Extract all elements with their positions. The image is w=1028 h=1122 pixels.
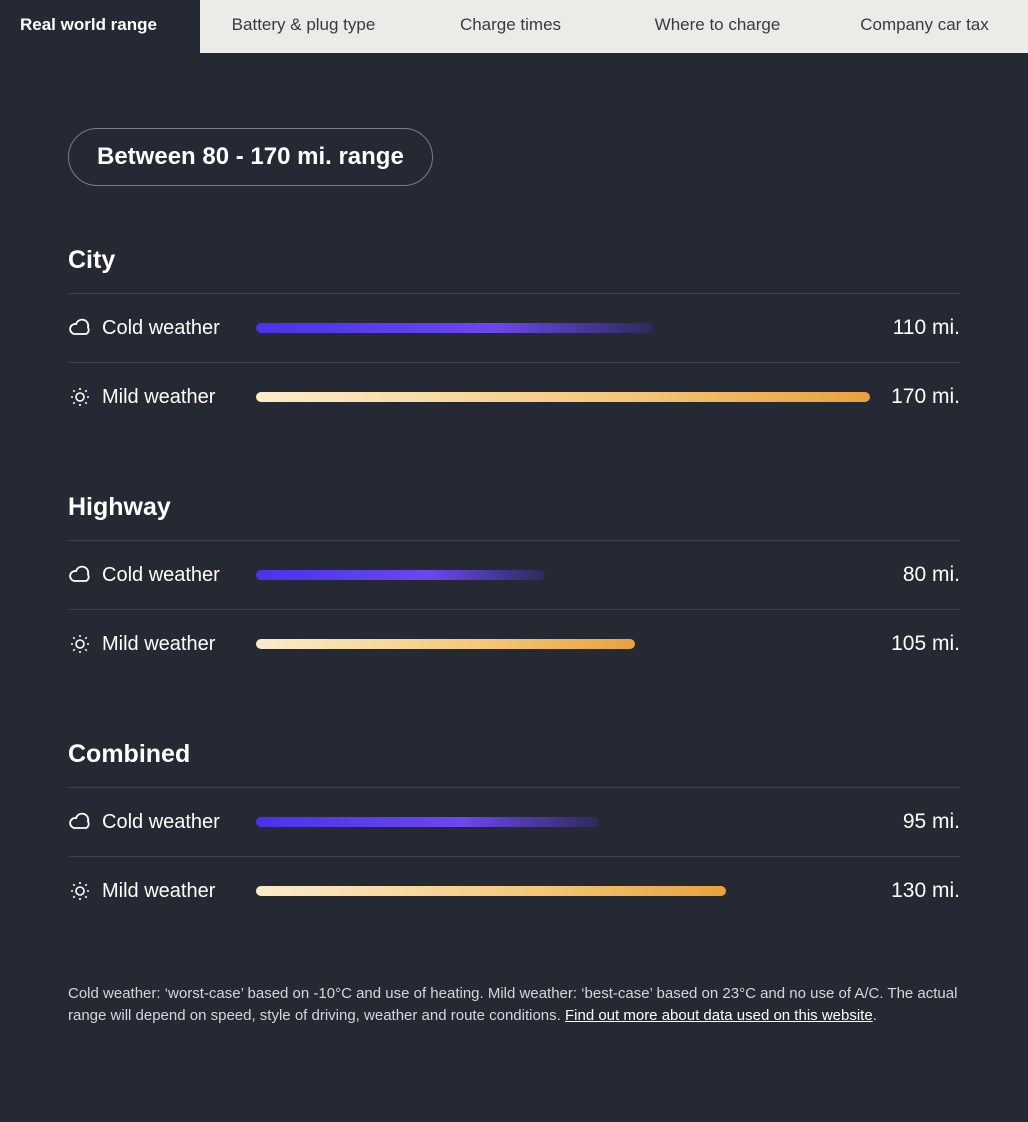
footnote: Cold weather: ‘worst-case’ based on -10°… [68,983,960,1027]
row-label: Cold weather [102,564,220,587]
bar-cell [256,886,870,896]
range-row-city-mild: Mild weather 170 mi. [68,362,960,431]
tab-label: Battery & plug type [232,15,376,34]
range-bar [256,323,653,333]
row-label: Cold weather [102,317,220,340]
row-value: 95 mi. [870,810,960,834]
bar-cell [256,817,870,827]
bar-cell [256,639,870,649]
row-label: Cold weather [102,811,220,834]
tab-company-car-tax[interactable]: Company car tax [821,0,1028,53]
section-title-highway: Highway [68,493,960,522]
row-value: 130 mi. [870,879,960,903]
cloud-icon [68,563,92,587]
footnote-link[interactable]: Find out more about data used on this we… [565,1007,873,1024]
range-bar [256,392,870,402]
section-title-combined: Combined [68,740,960,769]
content-area: Between 80 - 170 mi. range City Cold wea… [0,53,1028,1027]
tab-label: Real world range [20,15,157,34]
range-row-combined-mild: Mild weather 130 mi. [68,856,960,925]
range-row-combined-cold: Cold weather 95 mi. [68,787,960,856]
range-summary-pill: Between 80 - 170 mi. range [68,128,433,186]
bar-cell [256,323,870,333]
range-summary-text: Between 80 - 170 mi. range [97,143,404,170]
range-row-city-cold: Cold weather 110 mi. [68,293,960,362]
tab-label: Charge times [460,15,561,34]
row-label-group: Cold weather [68,563,256,587]
row-label: Mild weather [102,880,215,903]
sun-icon [68,385,92,409]
row-value: 80 mi. [870,563,960,587]
row-label-group: Mild weather [68,385,256,409]
row-label: Mild weather [102,633,215,656]
range-bar [256,570,545,580]
cloud-icon [68,810,92,834]
range-row-highway-cold: Cold weather 80 mi. [68,540,960,609]
tab-battery-plug-type[interactable]: Battery & plug type [200,0,407,53]
row-label: Mild weather [102,386,215,409]
row-label-group: Mild weather [68,879,256,903]
tab-where-to-charge[interactable]: Where to charge [614,0,821,53]
row-label-group: Mild weather [68,632,256,656]
tabs-bar: Real world range Battery & plug type Cha… [0,0,1028,53]
tab-label: Where to charge [655,15,781,34]
cloud-icon [68,316,92,340]
row-value: 110 mi. [870,316,960,340]
sun-icon [68,632,92,656]
row-value: 105 mi. [870,632,960,656]
footnote-suffix: . [873,1007,877,1024]
tab-label: Company car tax [860,15,989,34]
tab-real-world-range[interactable]: Real world range [0,0,200,53]
sun-icon [68,879,92,903]
bar-cell [256,570,870,580]
range-bar [256,639,635,649]
range-bar [256,886,726,896]
tab-charge-times[interactable]: Charge times [407,0,614,53]
row-label-group: Cold weather [68,810,256,834]
section-title-city: City [68,246,960,275]
range-bar [256,817,599,827]
row-label-group: Cold weather [68,316,256,340]
range-row-highway-mild: Mild weather 105 mi. [68,609,960,678]
bar-cell [256,392,870,402]
row-value: 170 mi. [870,385,960,409]
